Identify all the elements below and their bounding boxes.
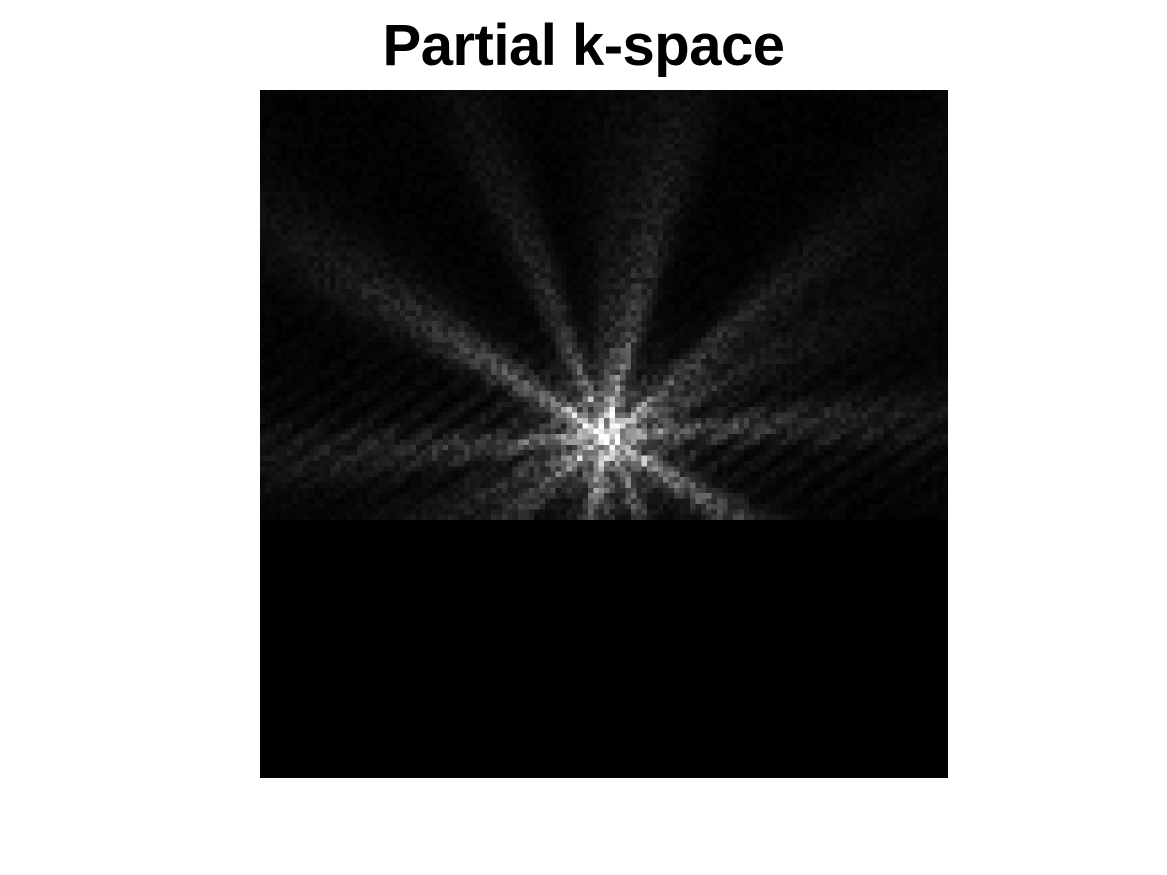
figure-title: Partial k-space: [382, 13, 785, 78]
kspace-canvas: [260, 90, 948, 778]
kspace-image: [260, 90, 948, 778]
